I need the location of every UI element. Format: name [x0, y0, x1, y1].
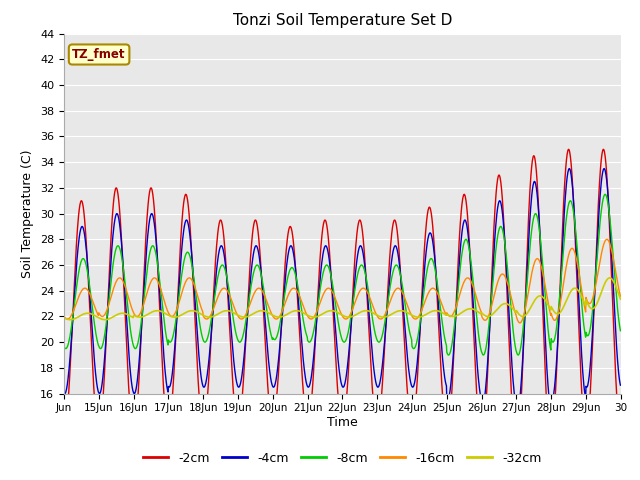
Y-axis label: Soil Temperature (C): Soil Temperature (C): [22, 149, 35, 278]
Legend: -2cm, -4cm, -8cm, -16cm, -32cm: -2cm, -4cm, -8cm, -16cm, -32cm: [138, 447, 547, 469]
Title: Tonzi Soil Temperature Set D: Tonzi Soil Temperature Set D: [233, 13, 452, 28]
Text: TZ_fmet: TZ_fmet: [72, 48, 126, 61]
X-axis label: Time: Time: [327, 416, 358, 429]
